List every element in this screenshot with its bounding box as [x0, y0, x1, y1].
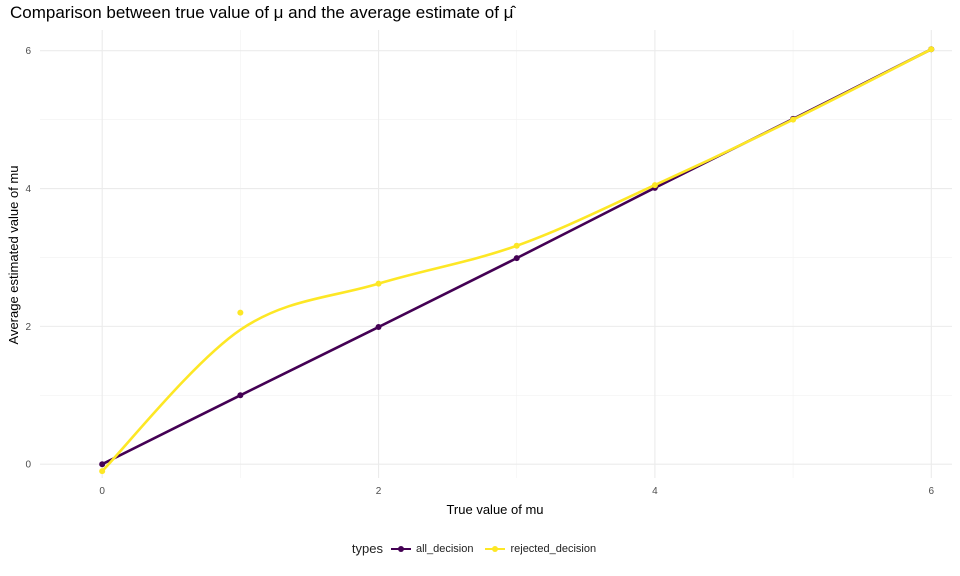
- x-tick-label: 0: [99, 486, 105, 497]
- grid-major: [40, 30, 952, 478]
- legend-title: types: [351, 541, 383, 556]
- data-point-all-decision: [375, 324, 382, 331]
- legend-label-rejected-decision: rejected_decision: [510, 542, 597, 555]
- y-tick-label: 2: [25, 322, 31, 333]
- chart-title: Comparison between true value of μ and t…: [10, 3, 514, 22]
- data-point-all-decision: [237, 392, 244, 399]
- data-point-rejected-decision: [651, 182, 658, 189]
- series-rejected-decision: [99, 46, 935, 475]
- y-axis-label: Average estimated value of mu: [6, 166, 21, 345]
- grid-minor: [40, 30, 952, 478]
- legend-key-rejected-decision: [485, 543, 506, 555]
- y-tick-label: 4: [25, 184, 31, 195]
- data-point-rejected-decision: [99, 468, 106, 475]
- y-tick-labels: 0 2 4 6: [25, 46, 31, 471]
- legend-key-all-decision: [390, 543, 411, 555]
- legend-item-rejected-decision: rejected_decision: [485, 543, 596, 555]
- y-tick-label: 0: [25, 460, 31, 471]
- data-point-all-decision: [99, 461, 106, 468]
- data-point-rejected-decision: [237, 309, 244, 316]
- x-tick-label: 4: [652, 486, 658, 497]
- legend-item-all-decision: all_decision: [390, 542, 474, 555]
- series-layer: [99, 46, 935, 475]
- legend: types all_decision rejected_decision: [0, 541, 960, 556]
- data-point-rejected-decision: [790, 116, 797, 123]
- x-axis-label: True value of mu: [446, 502, 543, 517]
- data-point-rejected-decision: [375, 280, 382, 287]
- legend-label-all-decision: all_decision: [415, 542, 474, 555]
- data-point-all-decision: [513, 255, 520, 262]
- y-tick-label: 6: [25, 46, 31, 57]
- data-point-rejected-decision: [513, 242, 520, 249]
- x-tick-labels: 0 2 4 6: [99, 486, 934, 497]
- x-tick-label: 2: [376, 486, 382, 497]
- x-tick-label: 6: [928, 486, 934, 497]
- data-point-rejected-decision: [928, 46, 935, 53]
